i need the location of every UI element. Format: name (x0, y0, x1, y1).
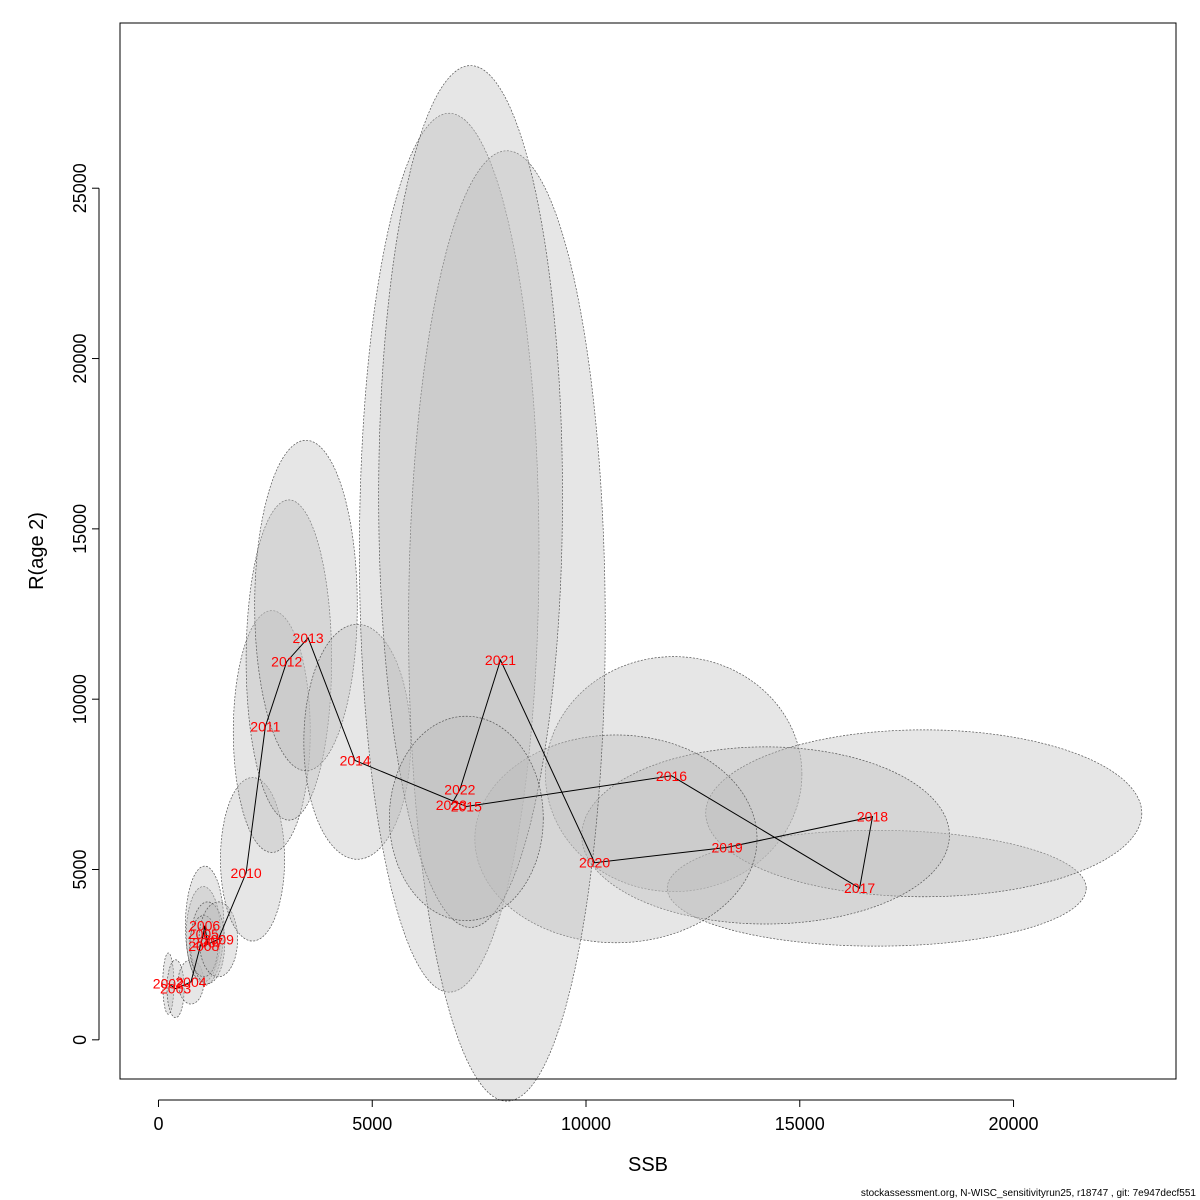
ellipse-2019 (581, 746, 950, 925)
year-label-2009: 2009 (203, 931, 234, 947)
ellipse-2022 (378, 65, 563, 928)
year-label-2020: 2020 (579, 855, 610, 871)
confidence-ellipses (162, 65, 1143, 1102)
year-label-2018: 2018 (857, 809, 888, 825)
year-label-2006: 2006 (189, 918, 220, 934)
y-tick-label-25000: 25000 (70, 163, 90, 213)
x-tick-label-10000: 10000 (561, 1114, 611, 1134)
year-label-2022: 2022 (444, 781, 475, 797)
y-tick-label-15000: 15000 (70, 504, 90, 554)
year-label-2014: 2014 (340, 752, 371, 768)
year-label-2004: 2004 (175, 974, 206, 990)
x-axis-title: SSB (628, 1154, 668, 1176)
year-label-2011: 2011 (250, 718, 280, 734)
ellipse-2014 (303, 623, 412, 860)
y-axis: 0 5000 10000 15000 20000 25000 (70, 163, 100, 1045)
year-label-2021: 2021 (485, 652, 516, 668)
year-label-2019: 2019 (712, 839, 743, 855)
ellipse-2015 (359, 112, 540, 993)
y-tick-label-20000: 20000 (70, 334, 90, 384)
footer-caption: stockassessment.org, N-WISC_sensitivityr… (861, 1188, 1197, 1199)
ellipse-2016 (545, 656, 803, 892)
ellipse-2021 (408, 150, 606, 1102)
ellipse-2018 (705, 729, 1143, 898)
x-tick-label-0: 0 (153, 1114, 163, 1134)
y-tick-label-5000: 5000 (70, 849, 90, 889)
year-label-2017: 2017 (844, 880, 875, 896)
year-label-2010: 2010 (231, 865, 262, 881)
plot-frame (119, 22, 1177, 1080)
ellipse-2013 (254, 439, 358, 772)
x-tick-label-15000: 15000 (775, 1114, 825, 1134)
ellipse-2010 (220, 777, 285, 942)
year-label-2015: 2015 (451, 798, 482, 814)
ellipse-2023 (388, 715, 544, 921)
trajectory-line (168, 636, 874, 990)
year-label-2016: 2016 (656, 768, 687, 784)
y-axis-title: R(age 2) (26, 512, 48, 590)
year-label-2002: 2002 (153, 976, 184, 992)
year-label-2007: 2007 (192, 935, 223, 951)
year-label-2003: 2003 (160, 981, 191, 997)
ellipse-2017 (666, 829, 1087, 947)
ellipse-2020 (474, 734, 758, 944)
ellipse-2011 (232, 610, 311, 853)
x-tick-label-5000: 5000 (352, 1114, 392, 1134)
year-label-2008: 2008 (188, 938, 219, 954)
year-label-2005: 2005 (188, 926, 219, 942)
x-tick-label-20000: 20000 (989, 1114, 1039, 1134)
year-label-2012: 2012 (271, 654, 302, 670)
year-label-2023: 2023 (436, 797, 467, 813)
year-label-2013: 2013 (293, 630, 324, 646)
y-tick-label-10000: 10000 (70, 674, 90, 724)
y-tick-label-0: 0 (70, 1035, 90, 1045)
x-axis: 0 5000 10000 15000 20000 (153, 1099, 1039, 1134)
